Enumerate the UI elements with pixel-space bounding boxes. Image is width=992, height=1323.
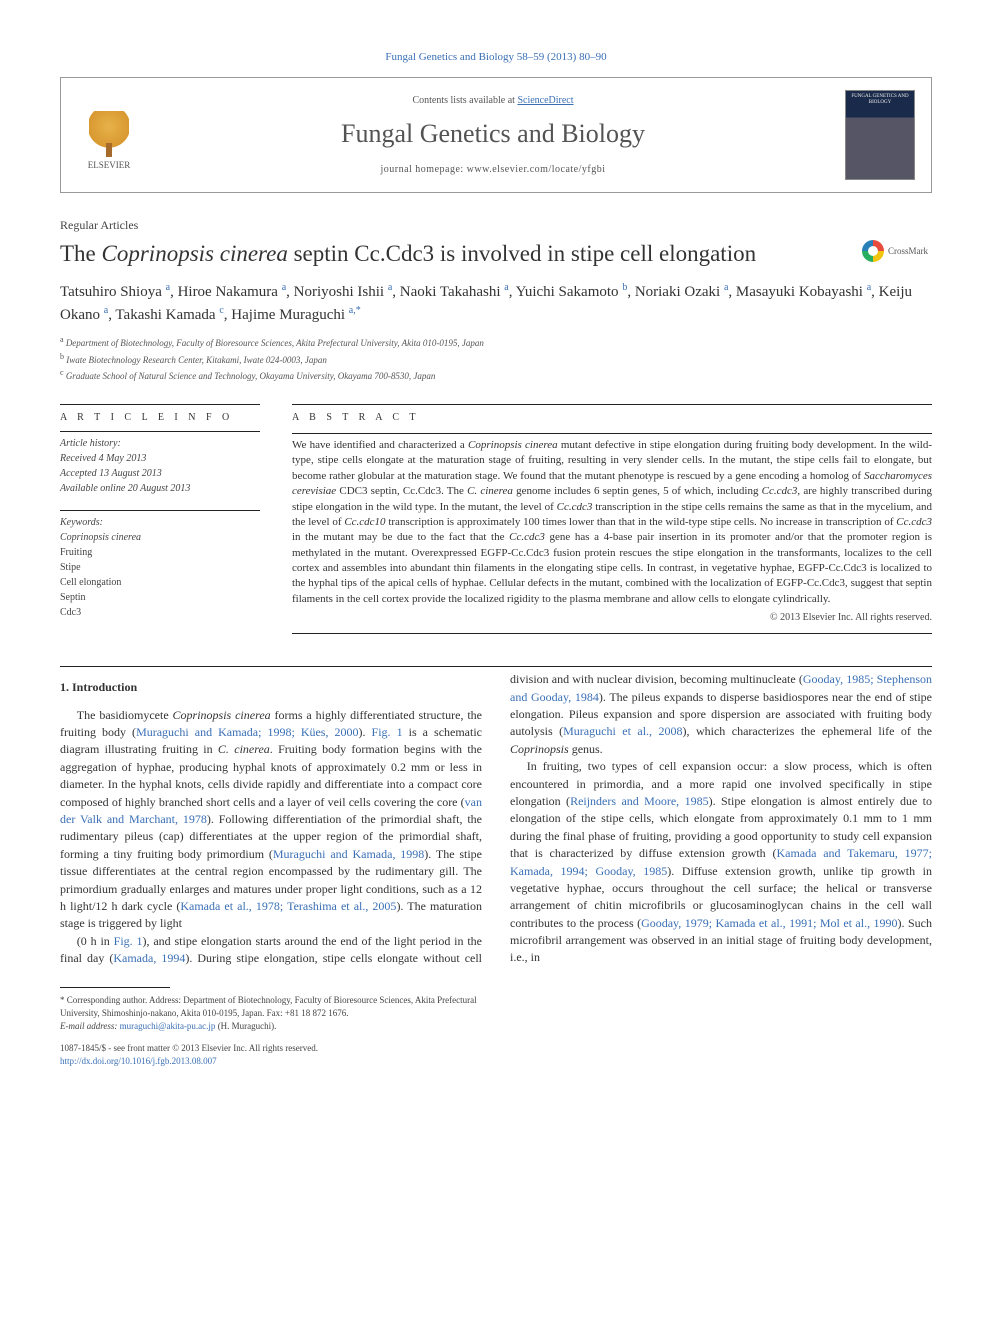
authors-list: Tatsuhiro Shioya a, Hiroe Nakamura a, No…: [60, 281, 932, 327]
article-info-block: A R T I C L E I N F O Article history: R…: [60, 400, 260, 638]
publisher-logo: ELSEVIER: [77, 99, 141, 171]
paragraph: In fruiting, two types of cell expansion…: [510, 758, 932, 967]
keyword: Cell elongation: [60, 575, 260, 590]
keyword: Fruiting: [60, 545, 260, 560]
keyword: Cdc3: [60, 605, 260, 620]
paragraph: The basidiomycete Coprinopsis cinerea fo…: [60, 707, 482, 933]
figure-ref[interactable]: Fig. 1: [372, 725, 403, 739]
masthead: ELSEVIER Contents lists available at Sci…: [60, 77, 932, 193]
sciencedirect-link[interactable]: ScienceDirect: [517, 95, 573, 106]
citation-link[interactable]: van der Valk and Marchant, 1978: [60, 795, 482, 826]
issn-line: 1087-1845/$ - see front matter © 2013 El…: [60, 1042, 479, 1055]
abstract-block: A B S T R A C T We have identified and c…: [292, 400, 932, 638]
citation-link[interactable]: Gooday, 1985; Stephenson and Gooday, 198…: [510, 672, 932, 703]
keyword: Septin: [60, 590, 260, 605]
citation-link[interactable]: Muraguchi et al., 2008: [563, 724, 682, 738]
journal-cover-thumbnail: FUNGAL GENETICS AND BIOLOGY: [845, 90, 915, 180]
corresponding-author-block: * Corresponding author. Address: Departm…: [60, 987, 479, 1067]
article-section-label: Regular Articles: [60, 217, 932, 234]
citation-link[interactable]: Reijnders and Moore, 1985: [570, 794, 709, 808]
article-info-head: A R T I C L E I N F O: [60, 411, 260, 425]
citation-link[interactable]: Kamada, 1994: [113, 951, 185, 965]
crossmark-icon: [862, 240, 884, 262]
crossmark-badge[interactable]: CrossMark: [862, 240, 932, 262]
header-citation: Fungal Genetics and Biology 58–59 (2013)…: [60, 50, 932, 65]
affiliations: a Department of Biotechnology, Faculty o…: [60, 334, 932, 384]
email-suffix: (H. Muraguchi).: [215, 1021, 276, 1031]
journal-title: Fungal Genetics and Biology: [157, 116, 829, 152]
citation-link[interactable]: Muraguchi and Kamada; 1998; Kües, 2000: [136, 725, 358, 739]
abstract-copyright: © 2013 Elsevier Inc. All rights reserved…: [292, 611, 932, 625]
citation-link[interactable]: Kamada and Takemaru, 1977; Kamada, 1994;…: [510, 846, 932, 877]
abstract-body: We have identified and characterized a C…: [292, 438, 932, 607]
history-online: Available online 20 August 2013: [60, 481, 260, 496]
keywords-label: Keywords:: [60, 515, 260, 530]
journal-homepage: journal homepage: www.elsevier.com/locat…: [157, 163, 829, 177]
history-label: Article history:: [60, 436, 260, 451]
doi-link[interactable]: http://dx.doi.org/10.1016/j.fgb.2013.08.…: [60, 1056, 217, 1066]
abstract-head: A B S T R A C T: [292, 411, 932, 425]
keyword: Coprinopsis cinerea: [60, 530, 260, 545]
citation-link[interactable]: Kamada et al., 1978; Terashima et al., 2…: [180, 899, 396, 913]
email-label: E-mail address:: [60, 1021, 120, 1031]
history-accepted: Accepted 13 August 2013: [60, 466, 260, 481]
corresponding-email-link[interactable]: muraguchi@akita-pu.ac.jp: [120, 1021, 216, 1031]
contents-availability: Contents lists available at ScienceDirec…: [157, 94, 829, 108]
citation-link[interactable]: Gooday, 1979; Kamada et al., 1991; Mol e…: [641, 916, 897, 930]
history-received: Received 4 May 2013: [60, 451, 260, 466]
corresponding-note: * Corresponding author. Address: Departm…: [60, 994, 479, 1019]
article-title: The Coprinopsis cinerea septin Cc.Cdc3 i…: [60, 240, 850, 269]
figure-ref[interactable]: Fig. 1: [114, 934, 143, 948]
elsevier-tree-icon: [89, 111, 129, 155]
publisher-name: ELSEVIER: [88, 159, 131, 172]
keyword: Stipe: [60, 560, 260, 575]
citation-link[interactable]: Muraguchi and Kamada, 1998: [273, 847, 424, 861]
article-body: 1. Introduction The basidiomycete Coprin…: [60, 671, 932, 967]
section-1-heading: 1. Introduction: [60, 679, 482, 696]
